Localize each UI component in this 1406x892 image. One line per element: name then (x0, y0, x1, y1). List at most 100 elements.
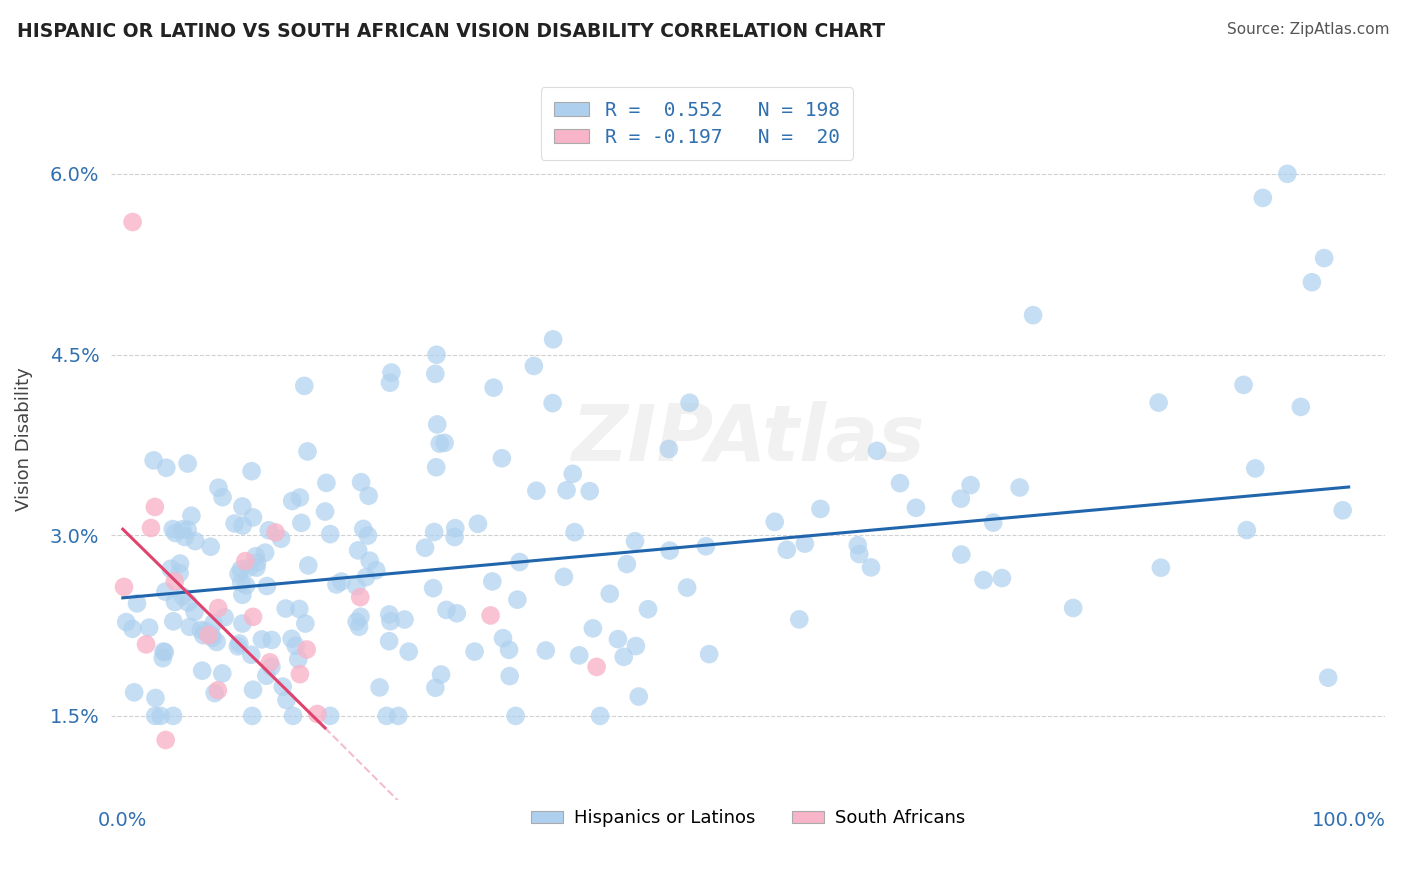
Point (162, 615, 184, 629)
Point (1244, 461, 1267, 475)
Point (270, 532, 292, 546)
Point (176, 457, 198, 471)
Point (426, 417, 449, 432)
Point (498, 642, 520, 657)
Point (776, 542, 799, 557)
Point (211, 666, 233, 681)
Point (246, 556, 269, 570)
Point (254, 669, 277, 683)
Point (159, 562, 181, 576)
Point (330, 574, 353, 589)
Point (467, 516, 489, 531)
Point (350, 475, 373, 490)
Point (197, 628, 219, 642)
Point (176, 523, 198, 537)
Point (264, 525, 287, 540)
Point (425, 348, 447, 362)
Point (231, 575, 253, 590)
Point (231, 588, 253, 602)
Point (352, 522, 374, 536)
Point (229, 562, 252, 576)
Point (359, 554, 381, 568)
Point (226, 640, 249, 654)
Point (981, 516, 1004, 530)
Point (184, 534, 207, 549)
Point (138, 621, 160, 635)
Point (357, 489, 380, 503)
Point (380, 366, 402, 380)
Point (676, 581, 699, 595)
Point (135, 637, 157, 651)
Point (177, 595, 200, 609)
Point (541, 332, 564, 346)
Point (904, 500, 927, 515)
Point (607, 632, 630, 646)
Point (578, 484, 600, 499)
Point (498, 669, 520, 683)
Point (155, 460, 177, 475)
Point (347, 543, 370, 558)
Point (354, 570, 377, 584)
Point (1150, 560, 1173, 574)
Point (346, 615, 368, 629)
Point (637, 602, 659, 616)
Point (235, 578, 257, 592)
Point (284, 639, 307, 653)
Point (387, 709, 409, 723)
Point (314, 504, 336, 518)
Point (425, 681, 447, 695)
Point (357, 528, 380, 542)
Point (697, 647, 720, 661)
Point (846, 538, 869, 552)
Point (534, 643, 557, 657)
Point (589, 709, 612, 723)
Point (125, 596, 148, 610)
Point (568, 648, 591, 663)
Point (506, 592, 529, 607)
Point (541, 396, 564, 410)
Point (228, 636, 250, 650)
Point (250, 632, 273, 647)
Point (190, 623, 212, 637)
Point (368, 681, 391, 695)
Point (281, 494, 304, 508)
Point (380, 614, 402, 628)
Point (1289, 400, 1312, 414)
Point (193, 628, 215, 642)
Point (242, 510, 264, 524)
Point (481, 574, 503, 589)
Point (787, 612, 810, 626)
Text: ZIPAtlas: ZIPAtlas (571, 401, 925, 477)
Point (443, 530, 465, 544)
Point (288, 667, 311, 681)
Point (163, 574, 186, 589)
Point (319, 527, 342, 541)
Point (295, 642, 318, 657)
Point (211, 490, 233, 504)
Point (585, 660, 607, 674)
Point (149, 709, 172, 723)
Point (194, 624, 217, 638)
Point (375, 709, 398, 723)
Point (810, 502, 832, 516)
Point (422, 581, 444, 595)
Point (394, 613, 416, 627)
Point (1331, 503, 1354, 517)
Point (276, 693, 298, 707)
Point (200, 540, 222, 554)
Point (200, 628, 222, 642)
Point (235, 554, 257, 568)
Point (172, 522, 194, 536)
Point (763, 515, 786, 529)
Point (169, 557, 191, 571)
Point (238, 560, 260, 574)
Point (162, 709, 184, 723)
Point (163, 595, 186, 609)
Point (143, 709, 166, 723)
Point (169, 566, 191, 580)
Point (191, 664, 214, 678)
Point (695, 539, 717, 553)
Point (582, 621, 605, 635)
Point (325, 577, 347, 591)
Legend: Hispanics or Latinos, South Africans: Hispanics or Latinos, South Africans (523, 802, 973, 835)
